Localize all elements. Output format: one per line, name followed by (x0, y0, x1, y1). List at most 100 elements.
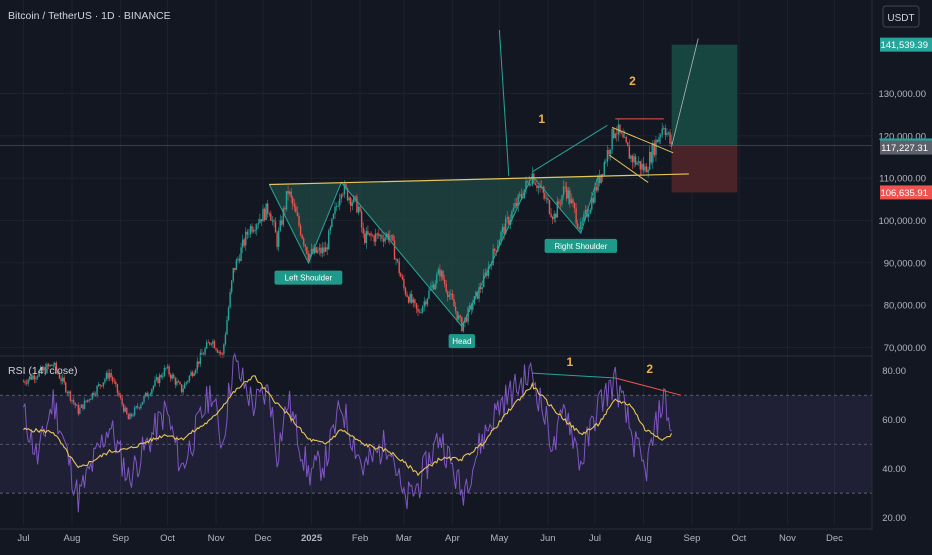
candle-body (517, 194, 519, 206)
candle-body (490, 264, 493, 266)
candle-body (174, 378, 177, 385)
candle-body (412, 299, 414, 303)
candle-body (71, 399, 73, 401)
flag-upper (611, 126, 674, 154)
price-axis-tick: 130,000.00 (878, 89, 926, 100)
time-axis-label: Nov (779, 533, 796, 544)
candle-body (606, 150, 609, 162)
rsi-axis-tick: 40.00 (882, 464, 906, 475)
candle-body (531, 173, 533, 185)
candle-body (537, 185, 540, 189)
rsi-band-fill (0, 395, 872, 494)
candle-body (126, 407, 128, 415)
candle-body (403, 279, 405, 288)
candle-body (481, 287, 483, 290)
candle-body (241, 239, 244, 248)
candle-body (69, 391, 72, 401)
pattern-label-pill (544, 238, 618, 253)
candle-body (494, 248, 496, 251)
candle-body (627, 142, 629, 147)
price-pane[interactable]: 1 2 Left Shoulder Head Right Shoulder (0, 29, 872, 420)
candle-body (512, 207, 515, 212)
candle-body (104, 379, 106, 383)
candle-body (439, 269, 441, 277)
candle-body (598, 175, 601, 184)
candle-body (495, 250, 497, 252)
candle-body (636, 162, 638, 165)
candle-body (492, 248, 494, 266)
candle-body (612, 129, 615, 139)
candle-body (133, 407, 136, 416)
candle-body (608, 150, 610, 155)
candle-body (362, 227, 364, 234)
candle-body (110, 372, 112, 378)
candle-body (46, 364, 48, 373)
candle-body (648, 151, 651, 170)
candle-body (504, 218, 507, 235)
candle-body (631, 155, 634, 163)
rsi-pane[interactable]: 12 (0, 352, 872, 513)
candle-body (456, 311, 458, 320)
time-axis[interactable]: Jul Aug Sep Oct Nov Dec 2025 Feb Mar Apr May Jun Jul… (0, 528, 872, 544)
candle-body (259, 219, 261, 224)
candle-body (616, 133, 618, 135)
time-axis-label: May (490, 533, 508, 544)
time-axis-label: Jun (540, 533, 555, 544)
price-marker-badge (880, 140, 932, 155)
candle-body (287, 191, 289, 194)
candle-body (594, 186, 596, 203)
candle-body (296, 212, 299, 216)
candle-body (567, 190, 569, 199)
candle-body (432, 284, 435, 290)
candle-body (428, 290, 430, 299)
candle-body (144, 392, 147, 397)
candle-body (555, 213, 557, 218)
currency-button[interactable] (882, 5, 920, 28)
candle-body (655, 139, 657, 156)
candle-body (115, 381, 117, 385)
candle-body (212, 341, 214, 344)
candle-body (165, 367, 167, 369)
price-axis-tick: 70,000.00 (884, 343, 926, 354)
candle-body (257, 223, 260, 225)
candle-body (600, 174, 602, 184)
candle-body (395, 259, 397, 261)
candle-body (112, 377, 114, 382)
candle-body (515, 203, 518, 206)
candle-body (155, 377, 158, 380)
pattern-outline (268, 175, 599, 328)
candle-body (575, 208, 577, 224)
candle-body (223, 344, 225, 355)
candle-body (334, 206, 336, 214)
candle-body (421, 306, 424, 313)
candle-body (277, 230, 280, 247)
candle-body (545, 198, 548, 199)
price-marker-label: 141,539.39 (880, 40, 928, 51)
candle-body (547, 198, 549, 201)
stop-zone (671, 145, 738, 193)
candle-body (324, 247, 327, 252)
candle-body (148, 395, 150, 397)
candle-body (102, 382, 105, 387)
candle-body (536, 185, 538, 189)
candle-body (659, 135, 662, 138)
candle-body (550, 213, 552, 218)
candle-body (387, 233, 389, 241)
candle-body (85, 400, 87, 402)
candle-body (378, 233, 380, 237)
candle-body (265, 203, 267, 220)
candle-body (544, 192, 546, 199)
candle-body (234, 267, 236, 270)
candle-body (373, 235, 375, 242)
candle-body (663, 128, 665, 129)
candle-body (263, 208, 266, 220)
candle-body (320, 247, 322, 254)
candle-body (497, 245, 499, 252)
candle-body (458, 315, 460, 320)
candle-body (345, 184, 347, 189)
candle-body (166, 366, 169, 368)
candle-body (645, 166, 648, 173)
price-axis[interactable]: 70,000.00 80,000.00 90,000.00 100,000.00 110… (871, 0, 932, 550)
candle-body (656, 139, 659, 143)
